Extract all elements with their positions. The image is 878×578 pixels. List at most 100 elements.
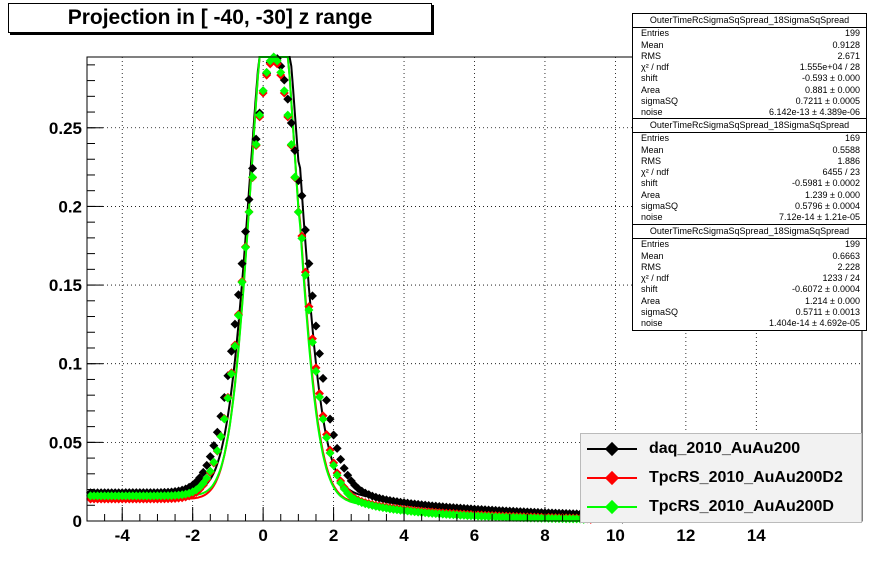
legend-marker-tpcrs-d bbox=[587, 499, 637, 515]
stats-value: 2.228 bbox=[837, 261, 860, 272]
legend-label-tpcrs-d: TpcRS_2010_AuAu200D bbox=[649, 497, 834, 515]
stats-value: 6455 / 23 bbox=[822, 167, 860, 178]
data-point-0 bbox=[286, 118, 296, 128]
data-point-0 bbox=[230, 319, 240, 329]
stats-key: χ² / ndf bbox=[641, 62, 669, 73]
data-point-0 bbox=[318, 373, 328, 383]
data-point-0 bbox=[304, 259, 314, 269]
stats-row: χ² / ndf 6455 / 23 bbox=[633, 167, 866, 178]
data-point-0 bbox=[329, 430, 339, 440]
stats-value: 199 bbox=[844, 28, 860, 39]
x-tick-label: 2 bbox=[329, 526, 338, 545]
data-point-2 bbox=[205, 466, 215, 476]
plot-title: Projection in [ -40, -30] z range bbox=[8, 3, 432, 33]
data-point-0 bbox=[300, 225, 310, 235]
legend-entry-tpcrs-d2: TpcRS_2010_AuAu200D2 bbox=[581, 463, 861, 492]
legend-marker-daq bbox=[587, 441, 637, 457]
data-point-2 bbox=[290, 172, 300, 182]
y-tick-label: 0.25 bbox=[49, 119, 82, 138]
data-point-2 bbox=[226, 369, 236, 379]
data-point-2 bbox=[262, 67, 272, 77]
stats-key: Entries bbox=[641, 133, 670, 144]
stats-row: sigmaSQ 0.5796 ± 0.0004 bbox=[633, 201, 866, 212]
stats-key: Mean bbox=[641, 39, 664, 50]
stats-row: RMS 1.886 bbox=[633, 156, 866, 167]
stats-key: noise bbox=[641, 212, 663, 223]
data-point-2 bbox=[244, 207, 254, 217]
tick-labels: -4 -2 0 2 4 6 8 10 12 14 0 0.05 0.1 0.15 0.2 0.25 bbox=[49, 119, 766, 545]
stats-row: shift -0.5981 ± 0.0002 bbox=[633, 178, 866, 189]
data-point-2 bbox=[329, 460, 339, 470]
data-point-0 bbox=[336, 454, 346, 464]
data-point-2 bbox=[297, 233, 307, 243]
stats-key: RMS bbox=[641, 50, 661, 61]
y-tick-label: 0.15 bbox=[49, 276, 82, 295]
data-point-2 bbox=[202, 473, 212, 483]
stats-key: Mean bbox=[641, 250, 664, 261]
stats-value: 0.6663 bbox=[832, 250, 860, 261]
legend: daq_2010_AuAu200 TpcRS_2010_AuAu200D2 Tp… bbox=[580, 433, 862, 523]
y-tick-label: 0.1 bbox=[58, 355, 82, 374]
legend-entry-daq: daq_2010_AuAu200 bbox=[581, 434, 861, 463]
stats-key: RMS bbox=[641, 261, 661, 272]
data-point-0 bbox=[202, 460, 212, 470]
data-point-0 bbox=[307, 291, 317, 301]
x-tick-label: 6 bbox=[470, 526, 479, 545]
data-point-0 bbox=[244, 195, 254, 205]
data-point-2 bbox=[279, 86, 289, 96]
data-point-2 bbox=[212, 446, 222, 456]
stats-row: Entries 199 bbox=[633, 239, 866, 250]
x-tick-label: -4 bbox=[115, 526, 131, 545]
stats-key: χ² / ndf bbox=[641, 167, 669, 178]
data-point-2 bbox=[315, 392, 324, 402]
stats-row: Area 0.881 ± 0.000 bbox=[633, 85, 866, 96]
stats-key: Area bbox=[641, 295, 661, 306]
stats-value: 1233 / 24 bbox=[822, 273, 860, 284]
data-point-2 bbox=[237, 277, 247, 287]
legend-label-daq: daq_2010_AuAu200 bbox=[649, 439, 801, 457]
stats-key: noise bbox=[641, 107, 663, 118]
stats-key: shift bbox=[641, 178, 658, 189]
data-point-2 bbox=[300, 270, 310, 280]
data-point-0 bbox=[233, 290, 243, 300]
stats-key: shift bbox=[641, 73, 658, 84]
data-point-2 bbox=[304, 305, 314, 315]
data-point-2 bbox=[307, 337, 317, 347]
stats-value: 0.9128 bbox=[832, 39, 860, 50]
data-point-2 bbox=[258, 86, 268, 96]
stats-row: sigmaSQ 0.7211 ± 0.0005 bbox=[633, 96, 866, 107]
stats-value: 0.7211 ± 0.0005 bbox=[795, 96, 860, 107]
stats-box-3: OuterTimeRcSigmaSqSpread_18SigmaSqSpread… bbox=[632, 224, 867, 331]
data-point-0 bbox=[343, 470, 353, 480]
stats-box-2: OuterTimeRcSigmaSqSpread_18SigmaSqSpread… bbox=[632, 118, 867, 225]
stats-box-title: OuterTimeRcSigmaSqSpread_18SigmaSqSpread bbox=[633, 225, 866, 240]
x-tick-label: 4 bbox=[399, 526, 409, 545]
stats-row: Entries 169 bbox=[633, 133, 866, 144]
data-point-2 bbox=[293, 207, 303, 217]
stats-row: shift -0.593 ± 0.000 bbox=[633, 73, 866, 84]
stats-row: RMS 2.671 bbox=[633, 51, 866, 62]
data-point-0 bbox=[251, 134, 261, 144]
data-point-0 bbox=[332, 443, 342, 453]
legend-marker-tpcrs-d2 bbox=[587, 470, 637, 486]
stats-value: -0.593 ± 0.000 bbox=[802, 73, 860, 84]
stats-box-1: OuterTimeRcSigmaSqSpread_18SigmaSqSpread… bbox=[632, 13, 867, 120]
x-tick-label: 10 bbox=[606, 526, 625, 545]
data-point-2 bbox=[251, 139, 261, 149]
stats-value: -0.5981 ± 0.0002 bbox=[792, 178, 860, 189]
stats-key: sigmaSQ bbox=[641, 307, 679, 318]
stats-row: Entries 199 bbox=[633, 28, 866, 39]
stats-key: χ² / ndf bbox=[641, 273, 669, 284]
data-point-2 bbox=[272, 56, 282, 66]
x-tick-label: -2 bbox=[185, 526, 200, 545]
x-tick-label: 14 bbox=[747, 526, 766, 545]
stats-row: Area 1.214 ± 0.000 bbox=[633, 296, 866, 307]
data-point-2 bbox=[230, 341, 240, 351]
data-point-0 bbox=[325, 414, 335, 424]
data-point-2 bbox=[223, 393, 233, 403]
data-point-2 bbox=[248, 172, 258, 182]
stats-value: -0.6072 ± 0.0004 bbox=[792, 284, 860, 295]
stats-box-title: OuterTimeRcSigmaSqSpread_18SigmaSqSpread bbox=[633, 119, 866, 134]
stats-row: χ² / ndf 1233 / 24 bbox=[633, 273, 866, 284]
